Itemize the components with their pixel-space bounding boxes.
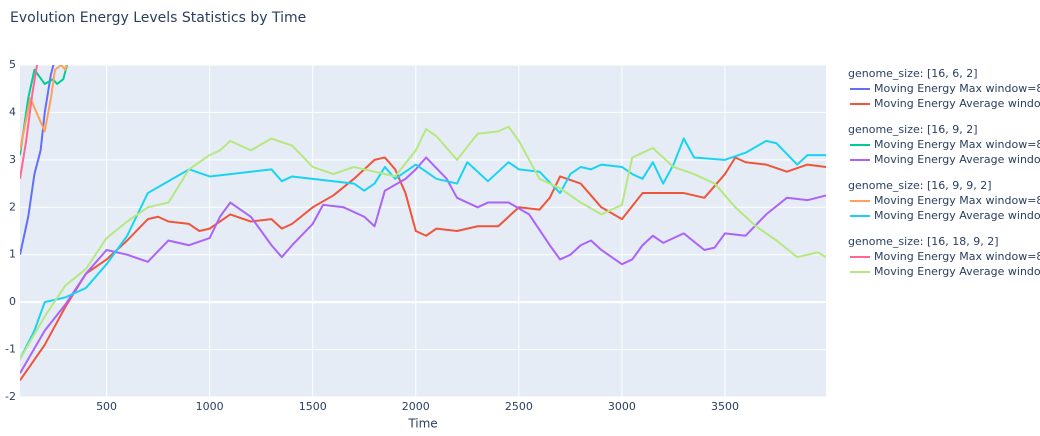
x-tick-label: 1000 xyxy=(196,400,224,413)
legend-label[interactable]: Moving Energy Max window=80 xyxy=(874,138,1040,151)
series-line xyxy=(20,65,55,255)
series-line xyxy=(20,156,826,381)
legend-label[interactable]: Moving Energy Average window=80 xyxy=(874,97,1040,110)
legend-group-title: genome_size: [16, 9, 2] xyxy=(848,123,978,136)
series-line xyxy=(20,65,68,151)
legend-group-title: genome_size: [16, 6, 2] xyxy=(848,67,978,80)
x-tick-label: 2500 xyxy=(505,400,533,413)
y-tick-label: -2 xyxy=(5,390,16,403)
chart-title: Evolution Energy Levels Statistics by Ti… xyxy=(10,10,306,26)
grid: -2 -1 0 1 2 3 4 5 500 1000 1500 2000 2500 3000 3500 xyxy=(5,58,826,413)
y-tick-label: 4 xyxy=(9,105,16,118)
y-tick-label: 0 xyxy=(9,295,16,308)
y-tick-label: 3 xyxy=(9,153,16,166)
legend-label[interactable]: Moving Energy Max window=80 xyxy=(874,194,1040,207)
y-tick-label: 2 xyxy=(9,200,16,213)
series-line xyxy=(20,65,69,156)
series-line xyxy=(20,65,39,179)
x-tick-label: 3000 xyxy=(608,400,636,413)
legend-label[interactable]: Moving Energy Average window=80 xyxy=(874,265,1040,278)
legend-label[interactable]: Moving Energy Average window=80 xyxy=(874,153,1040,166)
legend-label[interactable]: Moving Energy Max window=80 xyxy=(874,250,1040,263)
legend: genome_size: [16, 6, 2] Moving Energy Max… xyxy=(848,67,1040,278)
legend-group-title: genome_size: [16, 18, 9, 2] xyxy=(848,235,999,248)
legend-label[interactable]: Moving Energy Average window=80 xyxy=(874,209,1040,222)
x-tick-label: 1500 xyxy=(299,400,327,413)
series-line xyxy=(20,125,826,360)
x-tick-label: 3500 xyxy=(711,400,739,413)
y-tick-label: -1 xyxy=(5,343,16,356)
legend-group-title: genome_size: [16, 9, 9, 2] xyxy=(848,179,992,192)
y-tick-label: 1 xyxy=(9,248,16,261)
legend-label[interactable]: Moving Energy Max window=80 xyxy=(874,82,1040,95)
x-tick-label: 500 xyxy=(96,400,117,413)
y-tick-label: 5 xyxy=(9,58,16,71)
plot-background xyxy=(20,65,826,397)
x-tick-label: 2000 xyxy=(402,400,430,413)
x-axis-title: Time xyxy=(407,417,437,431)
series-line xyxy=(20,156,826,374)
series-line xyxy=(20,137,826,360)
lines xyxy=(20,65,826,381)
